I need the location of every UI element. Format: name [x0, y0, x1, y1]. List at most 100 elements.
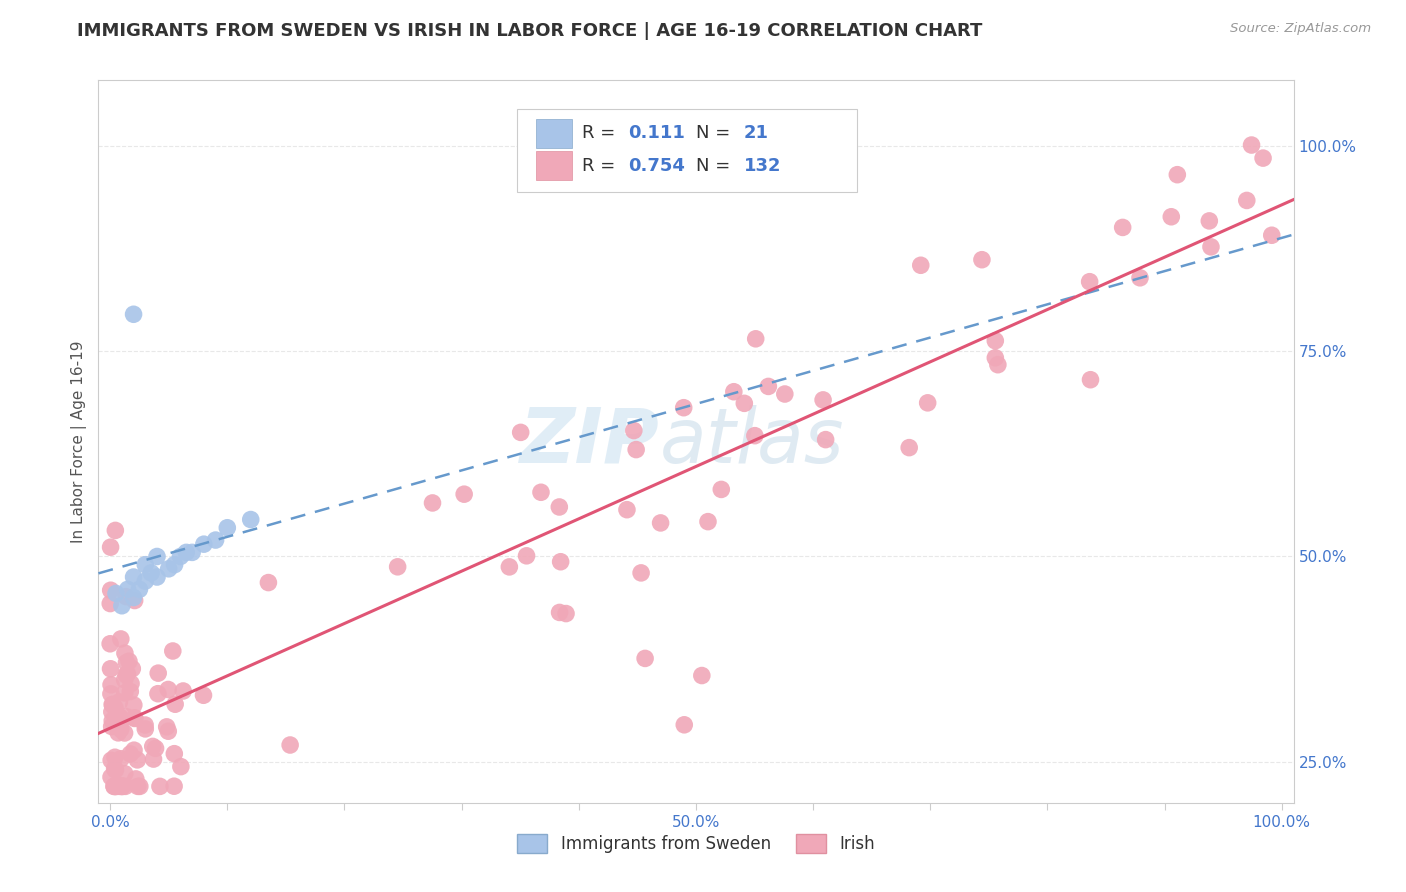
- Point: [814, 433, 837, 447]
- Point: [101, 698, 124, 712]
- Point: [756, 379, 779, 393]
- Point: [1236, 194, 1258, 208]
- Point: [101, 698, 124, 712]
- Point: [103, 780, 125, 794]
- Point: [672, 401, 695, 415]
- Point: [174, 545, 197, 559]
- Point: [548, 606, 571, 620]
- Point: [548, 500, 571, 514]
- Legend: Immigrants from Sweden, Irish: Immigrants from Sweden, Irish: [510, 827, 882, 860]
- Point: [108, 710, 131, 724]
- Text: 0.111: 0.111: [628, 124, 685, 142]
- Point: [555, 607, 578, 621]
- Point: [422, 496, 444, 510]
- Point: [124, 593, 146, 607]
- Point: [107, 715, 129, 730]
- Point: [163, 779, 186, 793]
- Point: [100, 770, 122, 784]
- Point: [100, 719, 122, 733]
- Text: 21: 21: [744, 124, 769, 142]
- Point: [104, 780, 127, 794]
- Point: [530, 485, 553, 500]
- Point: [162, 644, 184, 658]
- Point: [117, 666, 139, 681]
- Point: [115, 656, 138, 670]
- Point: [1199, 240, 1222, 254]
- Text: R =: R =: [582, 124, 616, 142]
- Point: [122, 307, 145, 321]
- Text: N =: N =: [696, 124, 730, 142]
- Point: [516, 549, 538, 563]
- Point: [630, 566, 652, 580]
- Point: [984, 351, 1007, 365]
- Point: [120, 676, 142, 690]
- Point: [744, 332, 766, 346]
- Point: [110, 632, 132, 646]
- Point: [142, 752, 165, 766]
- Point: [115, 590, 138, 604]
- Point: [984, 334, 1007, 348]
- Point: [156, 720, 179, 734]
- Point: [1198, 214, 1220, 228]
- Point: [101, 714, 124, 728]
- Point: [117, 582, 139, 597]
- Point: [169, 549, 191, 564]
- Point: [120, 747, 142, 761]
- FancyBboxPatch shape: [536, 119, 572, 148]
- Point: [110, 723, 132, 737]
- Point: [1129, 270, 1152, 285]
- Point: [134, 574, 156, 588]
- Point: [122, 591, 145, 605]
- Point: [134, 558, 156, 572]
- Point: [146, 549, 169, 564]
- Point: [157, 562, 180, 576]
- Point: [108, 721, 131, 735]
- Point: [122, 698, 145, 712]
- Point: [148, 666, 170, 681]
- Point: [111, 599, 134, 613]
- Point: [172, 684, 194, 698]
- Point: [124, 711, 146, 725]
- Point: [157, 724, 180, 739]
- Text: Source: ZipAtlas.com: Source: ZipAtlas.com: [1230, 22, 1371, 36]
- Point: [125, 772, 148, 786]
- Point: [104, 715, 127, 730]
- Point: [898, 441, 921, 455]
- Point: [104, 701, 127, 715]
- Point: [146, 687, 169, 701]
- Point: [100, 687, 122, 701]
- Point: [163, 558, 186, 572]
- Point: [163, 747, 186, 761]
- Point: [104, 780, 127, 794]
- Point: [114, 686, 136, 700]
- Point: [114, 780, 136, 794]
- Point: [239, 512, 262, 526]
- Point: [1261, 228, 1284, 243]
- Point: [142, 739, 165, 754]
- Point: [1240, 138, 1263, 153]
- Point: [101, 705, 124, 719]
- Point: [733, 396, 755, 410]
- Point: [634, 651, 657, 665]
- Point: [811, 392, 834, 407]
- Point: [114, 673, 136, 687]
- Point: [917, 396, 939, 410]
- Point: [193, 688, 215, 702]
- Point: [257, 575, 280, 590]
- Point: [98, 637, 121, 651]
- Point: [146, 570, 169, 584]
- Point: [124, 711, 146, 725]
- Point: [100, 540, 122, 554]
- Point: [149, 780, 172, 794]
- Point: [1078, 275, 1101, 289]
- Point: [118, 654, 141, 668]
- Point: [498, 560, 520, 574]
- Text: ZIP: ZIP: [520, 405, 661, 478]
- Point: [105, 586, 128, 600]
- Point: [193, 537, 215, 551]
- Text: 132: 132: [744, 157, 782, 175]
- Point: [697, 515, 720, 529]
- Point: [1080, 373, 1102, 387]
- Point: [100, 753, 122, 767]
- Point: [134, 722, 156, 736]
